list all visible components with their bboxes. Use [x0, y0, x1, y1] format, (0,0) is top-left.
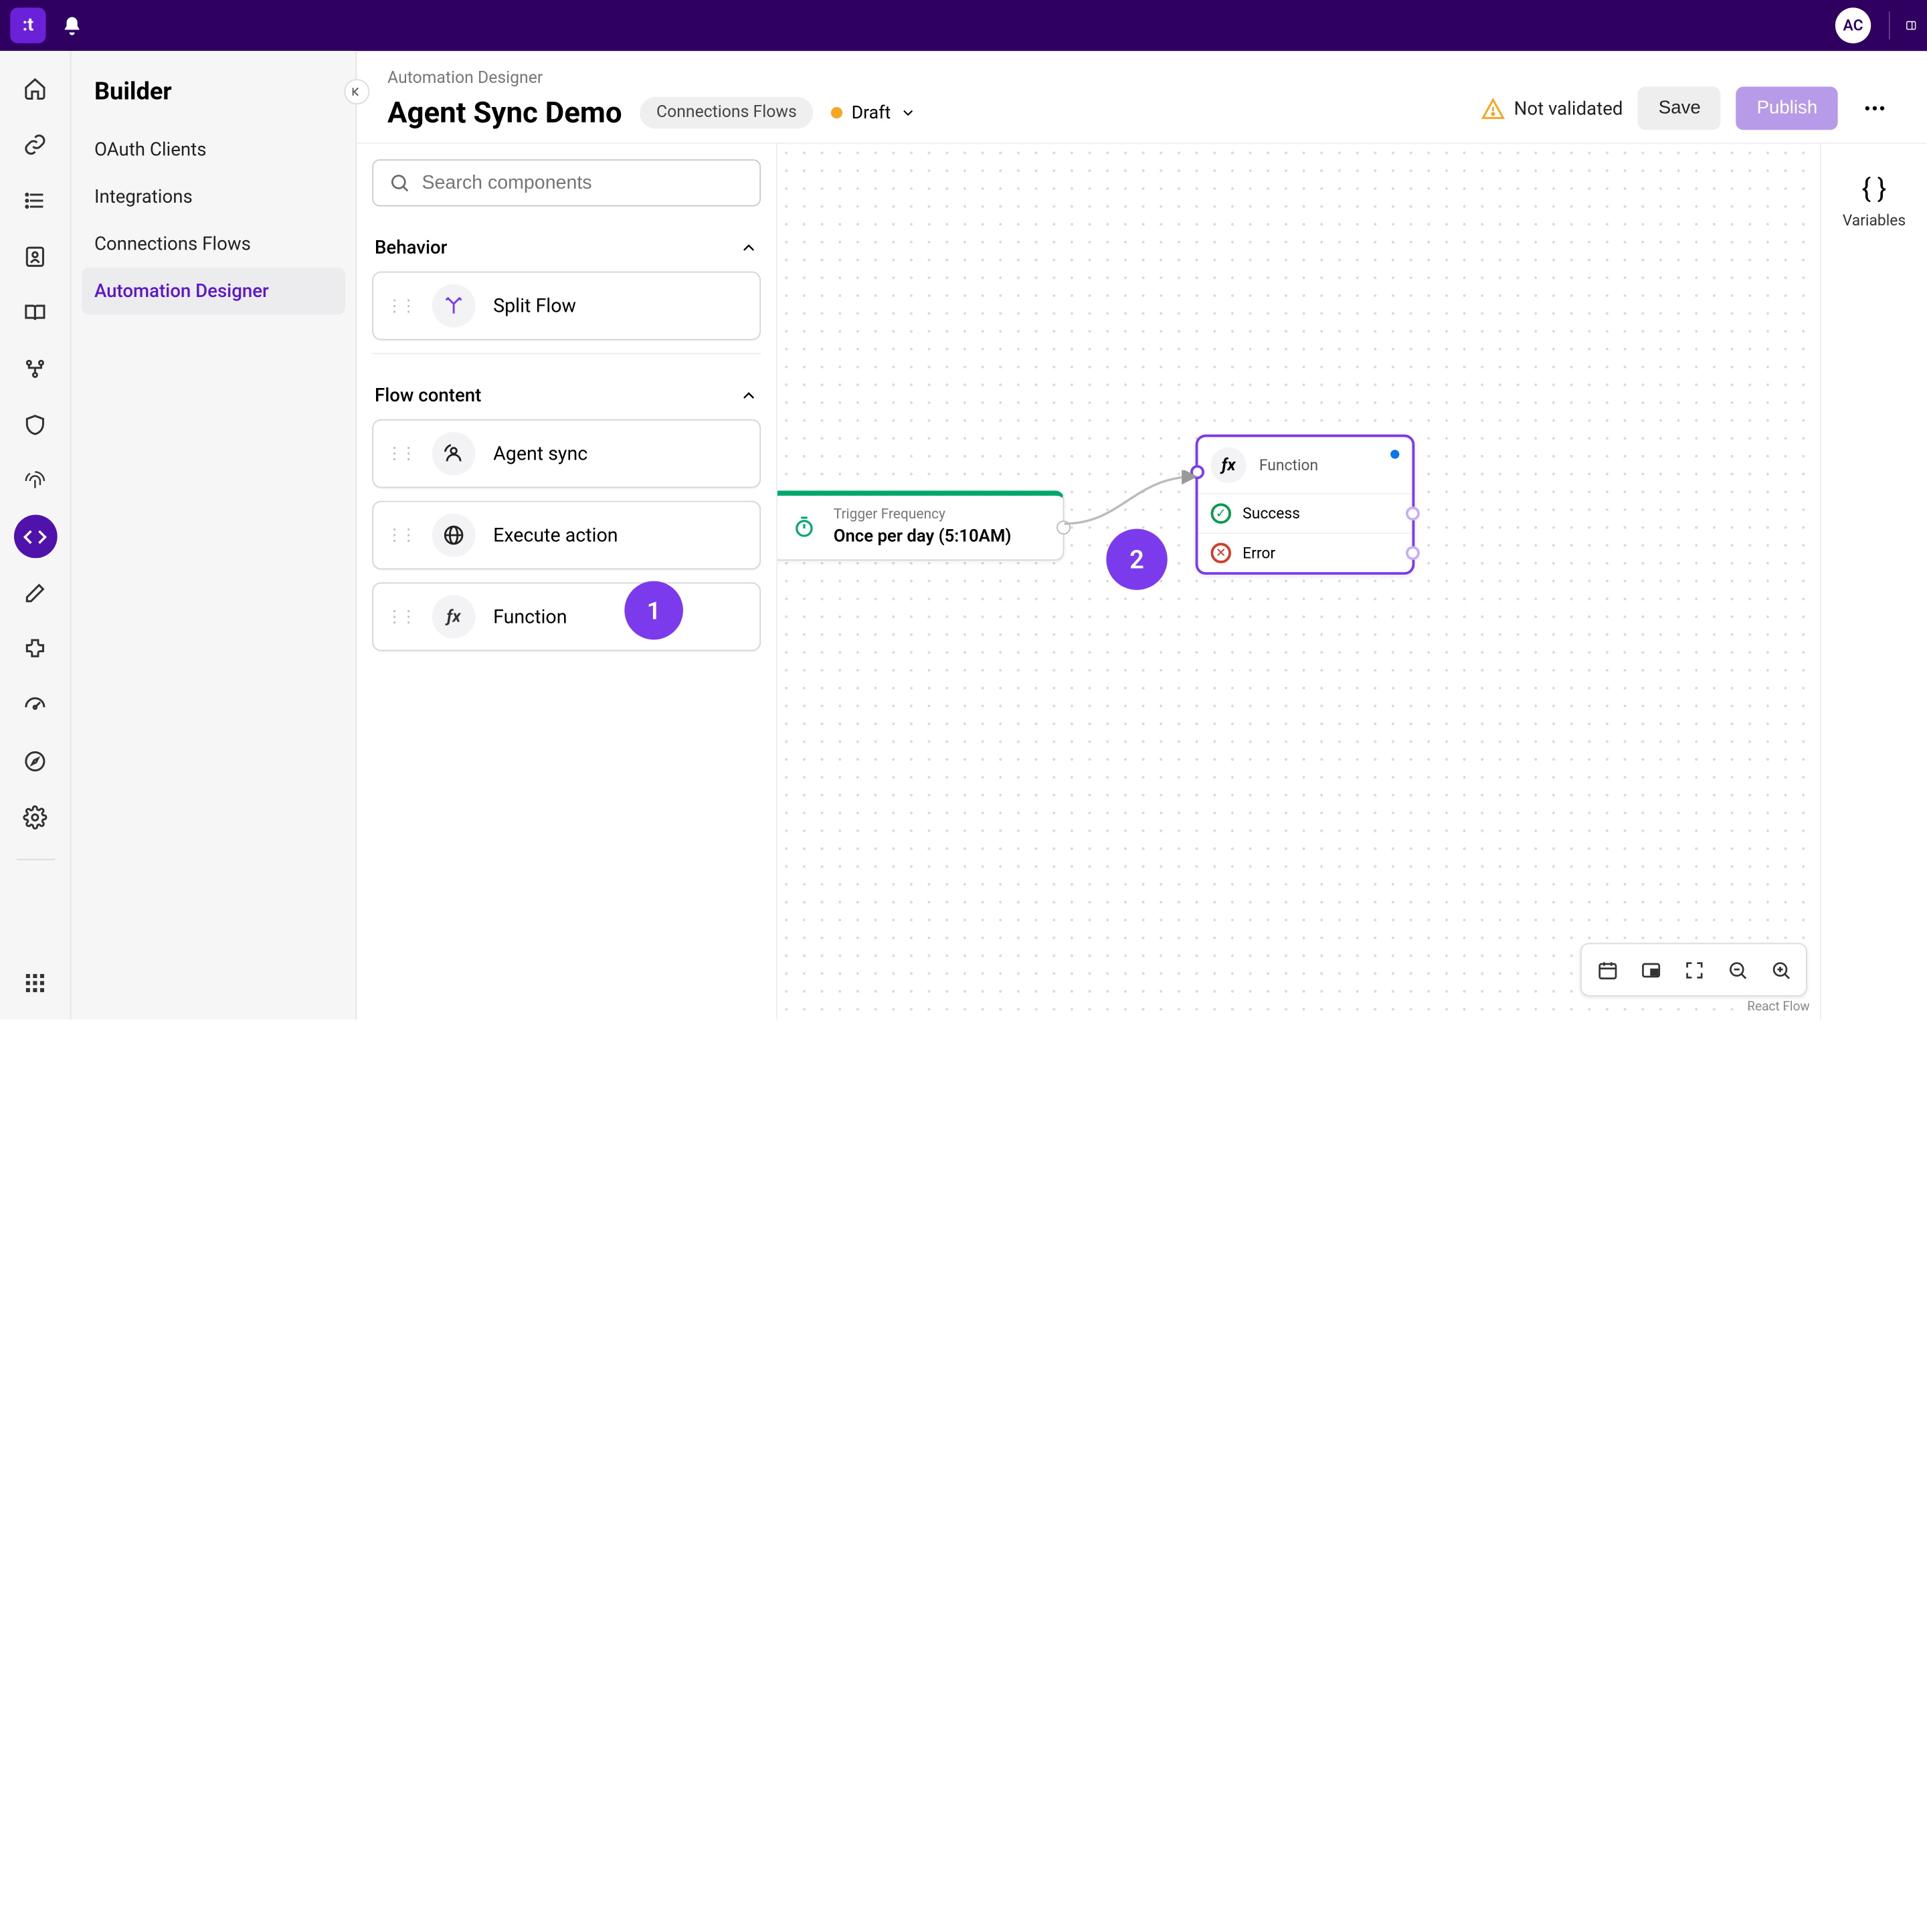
node-output-port[interactable]	[1057, 520, 1071, 535]
publish-button[interactable]: Publish	[1736, 87, 1838, 130]
component-label: Execute action	[493, 524, 618, 547]
section-behavior-header[interactable]: Behavior	[372, 229, 761, 272]
topbar: :t AC	[0, 0, 1927, 51]
sidebar-item-connections-flows[interactable]: Connections Flows	[82, 221, 345, 268]
rail-settings-icon[interactable]	[13, 795, 57, 839]
zoom-out-icon[interactable]	[1718, 951, 1756, 989]
sidebar-item-integrations[interactable]: Integrations	[82, 173, 345, 220]
rail-gauge-icon[interactable]	[13, 683, 57, 727]
success-icon: ✓	[1211, 503, 1231, 523]
page-title: Agent Sync Demo	[387, 96, 622, 130]
react-flow-attribution: React Flow	[1747, 1000, 1809, 1014]
sidebar-item-oauth[interactable]: OAuth Clients	[82, 126, 345, 173]
component-label: Function	[493, 605, 567, 628]
right-rail: { } Variables	[1820, 144, 1927, 1020]
warning-icon	[1481, 96, 1505, 120]
notifications-icon[interactable]	[61, 15, 82, 36]
status-label: Draft	[852, 102, 891, 122]
component-label: Agent sync	[493, 442, 587, 465]
rail-contacts-icon[interactable]	[13, 234, 57, 278]
breadcrumb: Automation Designer	[387, 69, 916, 88]
status-dropdown[interactable]: Draft	[831, 102, 916, 122]
unsaved-indicator-icon	[1390, 450, 1399, 458]
function-output-error[interactable]: ✕ Error	[1198, 533, 1412, 572]
collapse-sidebar-icon[interactable]	[344, 79, 369, 104]
rail-book-icon[interactable]	[13, 290, 57, 334]
rail-list-icon[interactable]	[13, 179, 57, 222]
function-icon: ƒx	[1211, 448, 1247, 483]
rail-shield-icon[interactable]	[13, 403, 57, 446]
rail-edit-icon[interactable]	[13, 571, 57, 614]
panel-toggle-icon[interactable]	[1889, 11, 1917, 39]
chevron-down-icon	[900, 104, 917, 121]
rail-link-icon[interactable]	[13, 122, 57, 166]
flow-canvas[interactable]: Trigger Frequency Once per day (5:10AM) …	[777, 144, 1820, 1020]
components-panel: Behavior ⋮⋮ Split Flow Flow content	[357, 144, 777, 1020]
rail-extensions-icon[interactable]	[13, 627, 57, 670]
component-function[interactable]: ⋮⋮ ƒx Function 1	[372, 582, 761, 651]
validation-status: Not validated	[1481, 96, 1623, 120]
calendar-icon[interactable]	[1588, 951, 1626, 989]
more-menu-icon[interactable]	[1853, 87, 1897, 130]
sidebar-item-automation-designer[interactable]: Automation Designer	[82, 268, 345, 314]
function-icon: ƒx	[432, 595, 476, 639]
variables-label: Variables	[1843, 211, 1906, 229]
drag-handle-icon: ⋮⋮	[386, 607, 414, 627]
rail-fingerprint-icon[interactable]	[13, 459, 57, 502]
sidebar-title: Builder	[82, 76, 345, 126]
chevron-up-icon	[739, 386, 759, 405]
drag-handle-icon: ⋮⋮	[386, 526, 414, 545]
function-output-success[interactable]: ✓ Success	[1198, 493, 1412, 533]
minimap-icon[interactable]	[1631, 951, 1669, 989]
canvas-controls	[1580, 943, 1807, 997]
section-flow-content-header[interactable]: Flow content	[372, 377, 761, 419]
rail-compass-icon[interactable]	[13, 739, 57, 783]
content: Automation Designer Agent Sync Demo Conn…	[357, 51, 1927, 1020]
zoom-in-icon[interactable]	[1761, 951, 1799, 989]
fit-view-icon[interactable]	[1675, 951, 1713, 989]
search-input[interactable]	[422, 172, 744, 193]
component-agent-sync[interactable]: ⋮⋮ Agent sync	[372, 419, 761, 488]
rail-flow-icon[interactable]	[13, 347, 57, 390]
annotation-badge-2: 2	[1106, 528, 1167, 589]
status-dot-icon	[831, 107, 842, 118]
search-icon	[389, 172, 410, 193]
node-output-port[interactable]	[1406, 506, 1420, 520]
variables-icon[interactable]: { }	[1861, 175, 1886, 205]
rail-apps-icon[interactable]	[13, 961, 57, 1004]
function-node-title: Function	[1259, 456, 1318, 474]
icon-rail	[0, 51, 72, 1020]
trigger-label-small: Trigger Frequency	[834, 506, 1012, 522]
split-flow-icon	[432, 284, 476, 328]
error-icon: ✕	[1211, 543, 1231, 563]
save-button[interactable]: Save	[1638, 87, 1721, 130]
timer-icon	[788, 510, 821, 543]
avatar[interactable]: AC	[1835, 7, 1871, 43]
trigger-node[interactable]: Trigger Frequency Once per day (5:10AM)	[777, 490, 1065, 561]
rail-code-icon[interactable]	[13, 515, 57, 559]
drag-handle-icon: ⋮⋮	[386, 296, 414, 316]
function-node[interactable]: ƒx Function ✓ Success ✕ Error	[1196, 435, 1415, 575]
component-label: Split Flow	[493, 294, 576, 317]
drag-handle-icon: ⋮⋮	[386, 444, 414, 464]
component-split-flow[interactable]: ⋮⋮ Split Flow	[372, 272, 761, 341]
globe-icon	[432, 514, 476, 557]
page-header: Automation Designer Agent Sync Demo Conn…	[357, 51, 1927, 144]
annotation-badge-1: 1	[624, 581, 683, 640]
sidebar: Builder OAuth Clients Integrations Conne…	[72, 51, 357, 1020]
scope-chip: Connections Flows	[640, 97, 813, 129]
rail-home-icon[interactable]	[13, 66, 57, 110]
component-execute-action[interactable]: ⋮⋮ Execute action	[372, 501, 761, 570]
agent-sync-icon	[432, 432, 476, 476]
chevron-up-icon	[739, 238, 759, 258]
search-input-wrapper[interactable]	[372, 159, 761, 206]
app-logo[interactable]: :t	[10, 7, 45, 43]
node-output-port[interactable]	[1406, 546, 1420, 560]
trigger-label-main: Once per day (5:10AM)	[834, 526, 1012, 547]
